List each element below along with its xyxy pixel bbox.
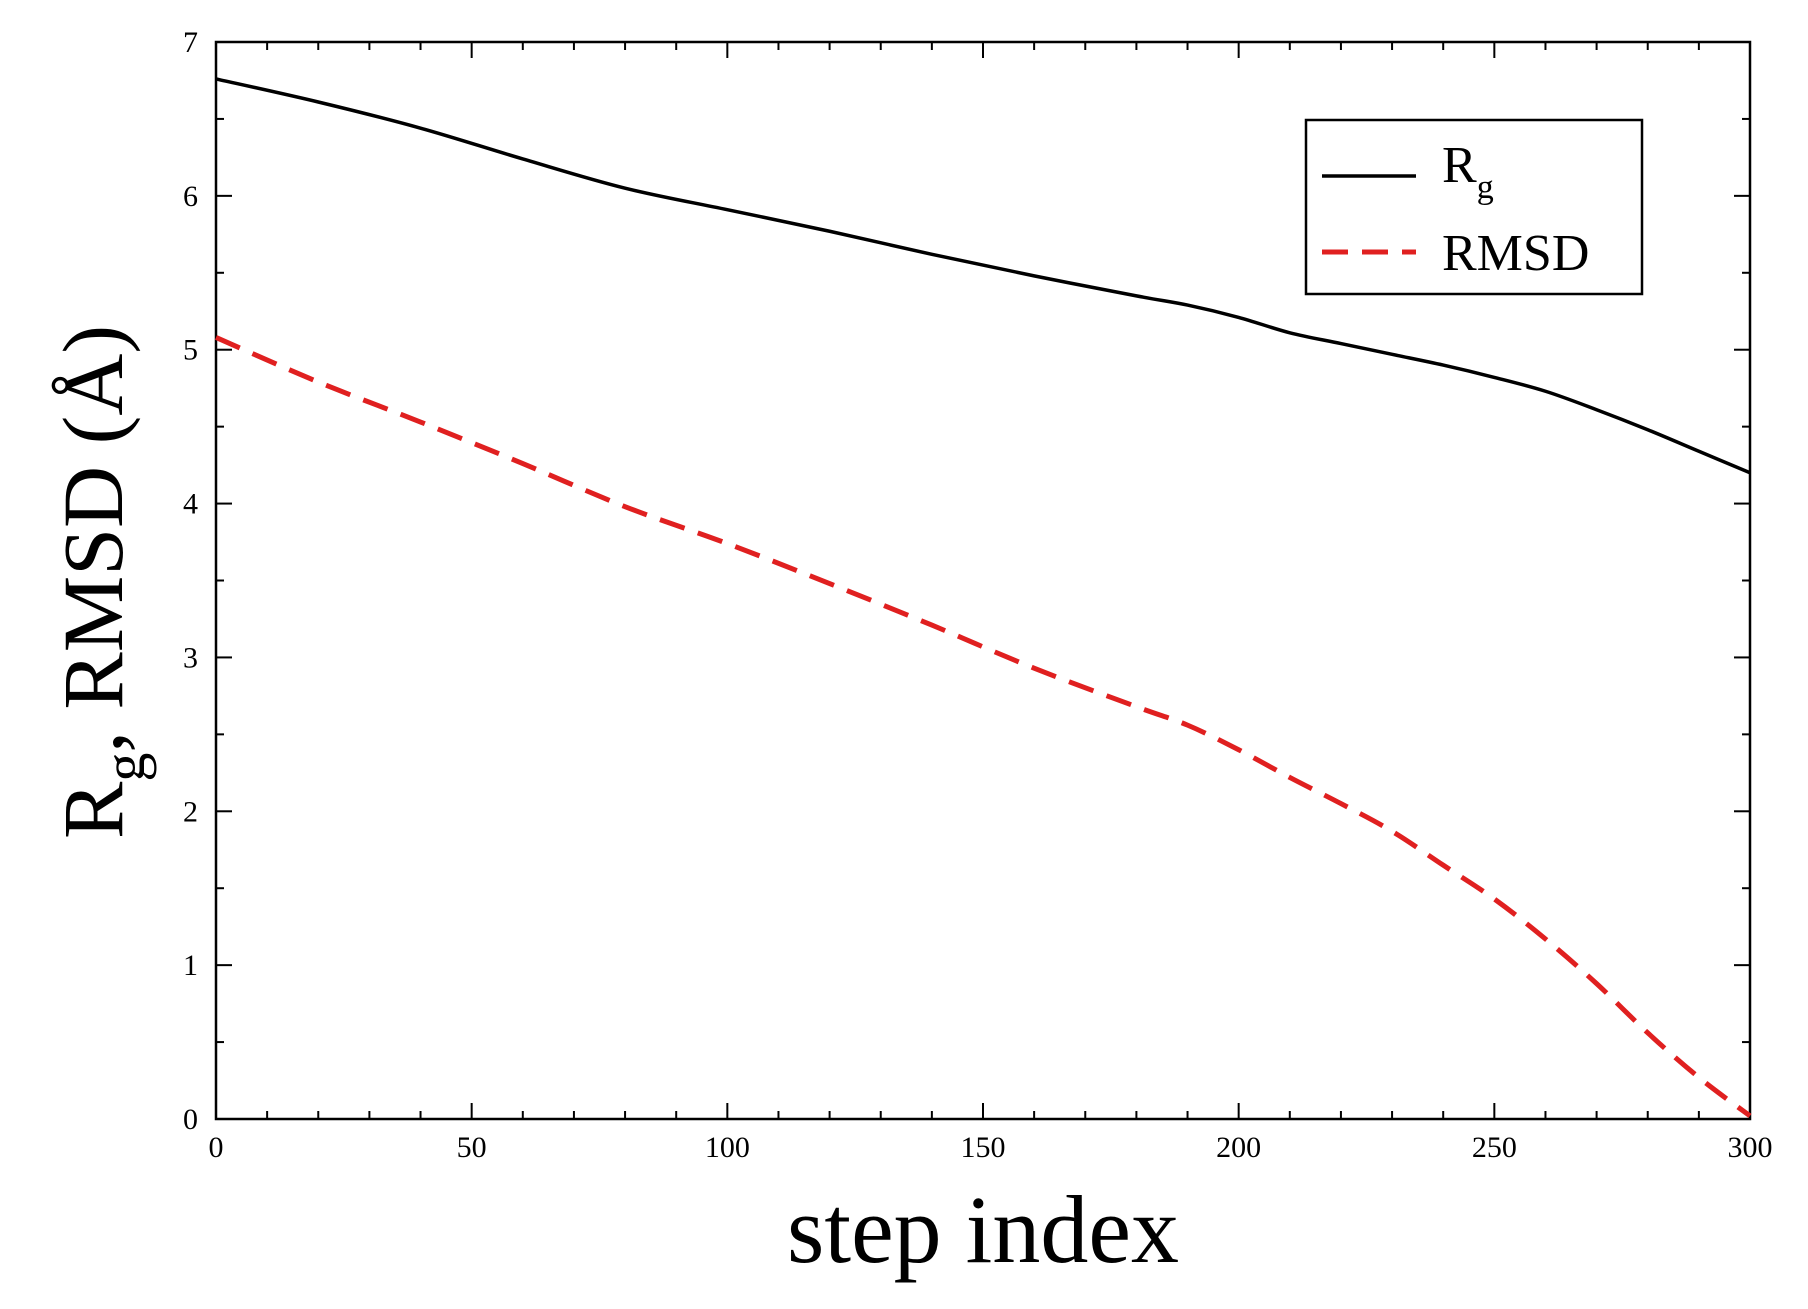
y-tick-label: 0 — [183, 1103, 198, 1136]
series-line-rmsd — [215, 335, 1752, 1118]
legend-label-rg: Rg — [1442, 137, 1494, 206]
y-tick-label: 4 — [183, 488, 198, 521]
y-tick-label: 3 — [183, 641, 198, 674]
axis-ticks: 0 50 100 150 200 250 300 0 1 2 3 4 5 6 7 — [183, 26, 1773, 1164]
y-tick-label: 7 — [183, 26, 198, 59]
legend: Rg RMSD — [1304, 118, 1644, 296]
series-lines — [215, 77, 1752, 1118]
legend-label-rg-sub: g — [1477, 169, 1494, 206]
y-tick-label: 5 — [183, 334, 198, 367]
x-tick-label: 250 — [1472, 1131, 1517, 1164]
x-axis-label: step index — [787, 1176, 1179, 1283]
x-tick-label: 100 — [705, 1131, 750, 1164]
series-line-rg — [215, 77, 1751, 475]
y-axis-label-rest: , RMSD (Å) — [45, 325, 141, 753]
x-tick-label: 200 — [1216, 1131, 1261, 1164]
y-axis-label-sub: g — [92, 753, 157, 782]
y-tick-label: 2 — [183, 795, 198, 828]
legend-label-rmsd: RMSD — [1442, 225, 1589, 282]
x-tick-label: 300 — [1728, 1131, 1773, 1164]
y-axis-label: Rg, RMSD (Å) — [45, 325, 157, 839]
x-tick-label: 150 — [961, 1131, 1006, 1164]
y-tick-label: 6 — [183, 180, 198, 213]
y-tick-label: 1 — [183, 949, 198, 982]
legend-box — [1304, 118, 1644, 296]
x-tick-label: 50 — [457, 1131, 487, 1164]
x-tick-label: 0 — [209, 1131, 224, 1164]
